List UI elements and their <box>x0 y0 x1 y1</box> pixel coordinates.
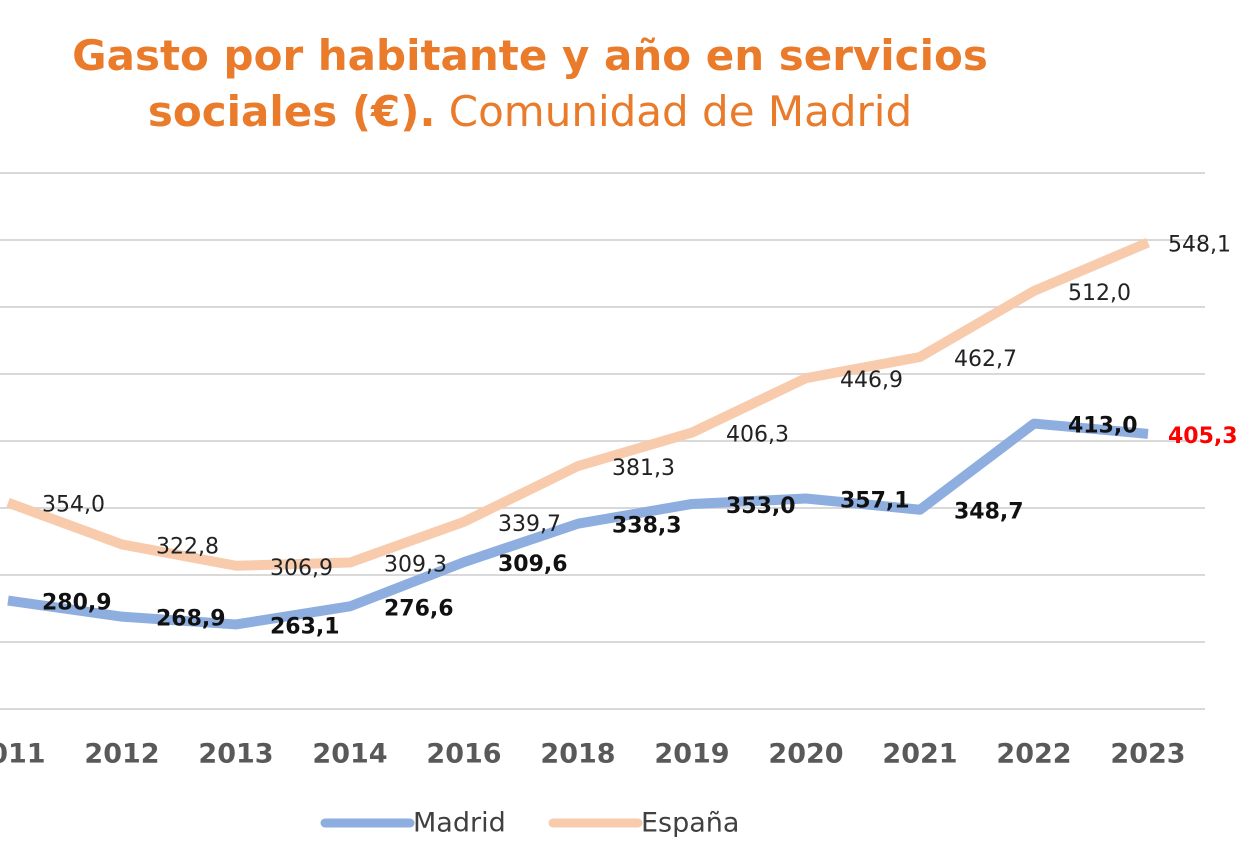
data-label: 354,0 <box>42 493 105 518</box>
x-tick-label: 2014 <box>312 739 387 770</box>
x-tick-label: 2012 <box>84 739 159 770</box>
data-label: 306,9 <box>270 556 333 581</box>
data-label: 280,9 <box>42 591 112 616</box>
data-label: 339,7 <box>498 512 561 537</box>
data-label: 348,7 <box>954 500 1024 525</box>
chart-title: Gasto por habitante y año en servicios s… <box>72 31 988 136</box>
chart-subtitle: Comunidad de Madrid <box>448 87 913 136</box>
data-label: 268,9 <box>156 607 226 632</box>
title-block: Gasto por habitante y año en servicios s… <box>0 28 1060 140</box>
data-label: 406,3 <box>726 423 789 448</box>
series-line <box>6 237 1150 571</box>
x-tick-label: 2018 <box>540 739 615 770</box>
data-label: 338,3 <box>612 514 682 539</box>
data-label: 462,7 <box>954 347 1017 372</box>
x-tick-label: 2013 <box>198 739 273 770</box>
data-label: 357,1 <box>840 488 910 513</box>
x-tick-label: 2020 <box>768 739 843 770</box>
data-label: 381,3 <box>612 456 675 481</box>
x-tick-label: 2016 <box>426 739 501 770</box>
series-line <box>7 418 1149 630</box>
x-tick-label: 2019 <box>654 739 729 770</box>
data-label: 512,0 <box>1068 281 1131 306</box>
x-tick-label: 2022 <box>996 739 1071 770</box>
x-tick-label: 2011 <box>0 739 46 770</box>
data-label: 309,3 <box>384 553 447 578</box>
x-tick-label: 2023 <box>1110 739 1185 770</box>
data-label: 263,1 <box>270 614 340 639</box>
data-label: 309,6 <box>498 552 568 577</box>
data-label: 548,1 <box>1168 233 1231 258</box>
data-label: 353,0 <box>726 494 796 519</box>
data-label: 276,6 <box>384 596 454 621</box>
data-label: 405,3 <box>1168 424 1238 449</box>
data-label: 446,9 <box>840 368 903 393</box>
x-tick-label: 2021 <box>882 739 957 770</box>
legend-label: Madrid <box>413 808 506 839</box>
legend-label: España <box>641 808 739 839</box>
data-label: 322,8 <box>156 534 219 559</box>
data-label: 413,0 <box>1068 414 1138 439</box>
